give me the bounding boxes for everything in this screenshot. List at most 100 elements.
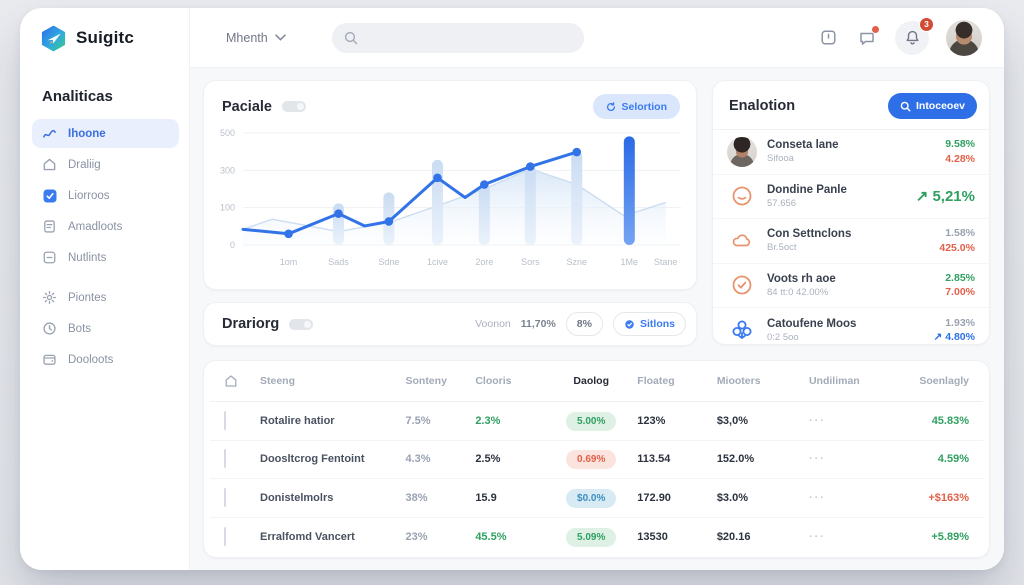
metric-name: Dondine Panle <box>767 183 847 196</box>
table-row[interactable]: Donistelmolrs 38% 15.9 $0.0% 172.90 $3.0… <box>210 479 983 518</box>
metric-row[interactable]: Conseta lane Sifooa 9.58% 4.28% <box>713 130 989 175</box>
chart-info-toggle[interactable] <box>282 101 306 112</box>
metric-sub: 84 tt:0 42.00% <box>767 286 829 298</box>
column-header-daolog[interactable]: Daolog <box>573 375 609 387</box>
status-badge: 5.00% <box>566 411 617 431</box>
metric-sub: 57.656 <box>767 197 797 209</box>
row-checkbox[interactable] <box>224 449 226 469</box>
chart-action-button[interactable]: Selortion <box>593 94 680 119</box>
meta-value: 11,70% <box>520 318 556 330</box>
wallet-icon <box>42 352 58 367</box>
analytics-chart[interactable]: 500 300 100 0 1om Sads Sdne 1cive 2ore Sors Szne 1M… <box>209 123 691 285</box>
cell-sonteny: 23% <box>405 530 428 543</box>
metric-value: 2.85% <box>945 271 975 284</box>
table-row[interactable]: Doosltcrog Fentoint 4.3% 2.5% 0.69% 113.… <box>210 441 983 479</box>
cell-clooris: 2.5% <box>475 453 501 466</box>
metric-row[interactable]: Catoufene Moos 0:2 5oo 1.93% ↗ 4.80% <box>713 308 989 353</box>
metric-values: 2.85% 7.00% <box>945 271 975 300</box>
chat-unread-dot <box>871 24 880 34</box>
refresh-icon <box>607 101 616 111</box>
percent-chip[interactable]: 8% <box>565 312 603 336</box>
metric-value: 1.58% <box>945 227 975 240</box>
meta-label: Voonon <box>475 318 511 330</box>
user-avatar[interactable] <box>946 19 982 56</box>
ring-icon <box>727 181 757 211</box>
panel-rows: Conseta lane Sifooa 9.58% 4.28% Dondine P… <box>713 130 989 353</box>
sidebar-item-nutlints[interactable]: Nutlints <box>32 243 179 272</box>
notification-badge: 3 <box>919 16 934 32</box>
svg-text:Stane: Stane <box>654 257 678 267</box>
panel-header: Enalotion Intoceoev <box>713 81 989 130</box>
cell-miooters: $20.16 <box>716 530 751 543</box>
row-name: Rotalire hatior <box>260 414 335 427</box>
sidebar-item-ihoone[interactable]: Ihoone <box>32 119 179 148</box>
metric-value: 7.00% <box>945 286 975 299</box>
row-name: Doosltcrog Fentoint <box>260 453 365 466</box>
row-checkbox[interactable] <box>224 487 226 507</box>
sidebar-item-piontes[interactable]: Piontes <box>32 283 179 312</box>
row-checkbox[interactable] <box>224 526 226 546</box>
table-row[interactable]: Rotalire hatior 7.5% 2.3% 5.00% 123% $3,… <box>210 402 983 441</box>
svg-text:300: 300 <box>220 165 235 175</box>
row-name: Donistelmolrs <box>260 491 334 504</box>
minus-square-icon <box>42 250 58 265</box>
cell-sonteny: 4.3% <box>405 453 431 466</box>
svg-text:0: 0 <box>230 240 235 250</box>
row-name: Erralfomd Vancert <box>260 530 355 543</box>
metric-sub: Br.5oct <box>767 242 797 254</box>
flower-icon <box>727 315 757 345</box>
column-header-miooters[interactable]: Miooters <box>716 375 761 387</box>
column-header-undiliman[interactable]: Undiliman <box>808 375 860 387</box>
metric-value: 9.58% <box>945 138 975 151</box>
period-dropdown[interactable]: Mhenth <box>226 31 286 45</box>
cell-floateg: 13530 <box>637 530 668 543</box>
cell-soenlagly: +5.89% <box>931 530 969 543</box>
column-header-floateg[interactable]: Floateg <box>637 375 675 387</box>
cell-floateg: 113.54 <box>637 453 671 466</box>
sidebar-item-dooloots[interactable]: Dooloots <box>32 345 179 374</box>
board-icon[interactable] <box>817 27 839 49</box>
metric-sub: 0:2 5oo <box>767 331 799 343</box>
cell-soenlagly: +$163% <box>928 491 969 504</box>
column-header-steeng[interactable]: Steeng <box>260 375 296 387</box>
cell-sonteny: 7.5% <box>405 414 431 427</box>
app-window: Suigitc Mhenth <box>20 8 1004 570</box>
sidebar-item-label: Dooloots <box>68 353 114 366</box>
clock-icon <box>42 321 58 336</box>
data-table: Steeng Sonteny Clooris Daolog Floateg Miooter… <box>203 360 990 558</box>
bell-icon[interactable]: 3 <box>895 16 934 55</box>
sidebar-item-bots[interactable]: Bots <box>32 314 179 343</box>
sidebar-item-amadloots[interactable]: Amadloots <box>32 212 179 241</box>
search-bar[interactable] <box>331 22 584 53</box>
metric-value: ↗ 5,21% <box>915 187 975 205</box>
search-input[interactable] <box>365 30 572 45</box>
sidebar-nav: Ihoone Draliig Liorroos Amadloots Nutlin… <box>32 119 179 374</box>
panel-search-button[interactable]: Intoceoev <box>887 93 977 119</box>
metric-row[interactable]: Dondine Panle 57.656 ↗ 5,21% <box>713 175 989 219</box>
cell-clooris: 45.5% <box>475 530 507 543</box>
table-row[interactable]: Erralfomd Vancert 23% 45.5% 5.09% 13530 … <box>210 518 983 557</box>
chevron-down-icon <box>274 34 286 41</box>
metric-values: 1.58% 425.0% <box>939 226 975 255</box>
cell-undiliman: ··· <box>808 453 826 466</box>
row-checkbox[interactable] <box>224 410 226 430</box>
svg-text:100: 100 <box>220 203 235 213</box>
sidebar-item-label: Ihoone <box>68 127 106 140</box>
status-badge: 5.09% <box>566 527 617 547</box>
metric-value: ↗ 4.80% <box>933 331 976 344</box>
column-header-clooris[interactable]: Clooris <box>475 375 512 387</box>
settings-chip[interactable]: Sitlons <box>612 312 686 336</box>
metric-row[interactable]: Con Settnclons Br.5oct 1.58% 425.0% <box>713 219 989 264</box>
column-header-soenlagly[interactable]: Soenlagly <box>919 375 969 387</box>
sidebar-item-label: Draliig <box>68 158 101 171</box>
cell-miooters: 152.0% <box>716 453 755 466</box>
sidebar-item-liorroos[interactable]: Liorroos <box>32 181 179 210</box>
metric-row[interactable]: Voots rh aoe 84 tt:0 42.00% 2.85% 7.00% <box>713 264 989 308</box>
sidebar-item-label: Amadloots <box>68 220 123 233</box>
column-header-sonteny[interactable]: Sonteny <box>405 375 447 387</box>
chat-icon[interactable] <box>856 24 880 49</box>
cell-undiliman: ··· <box>808 530 826 543</box>
table-toolbar-card: Drariorg Voonon 11,70% 8% Sitlons <box>203 302 697 346</box>
table-info-toggle[interactable] <box>289 318 314 330</box>
sidebar-item-draliig[interactable]: Draliig <box>32 150 179 179</box>
